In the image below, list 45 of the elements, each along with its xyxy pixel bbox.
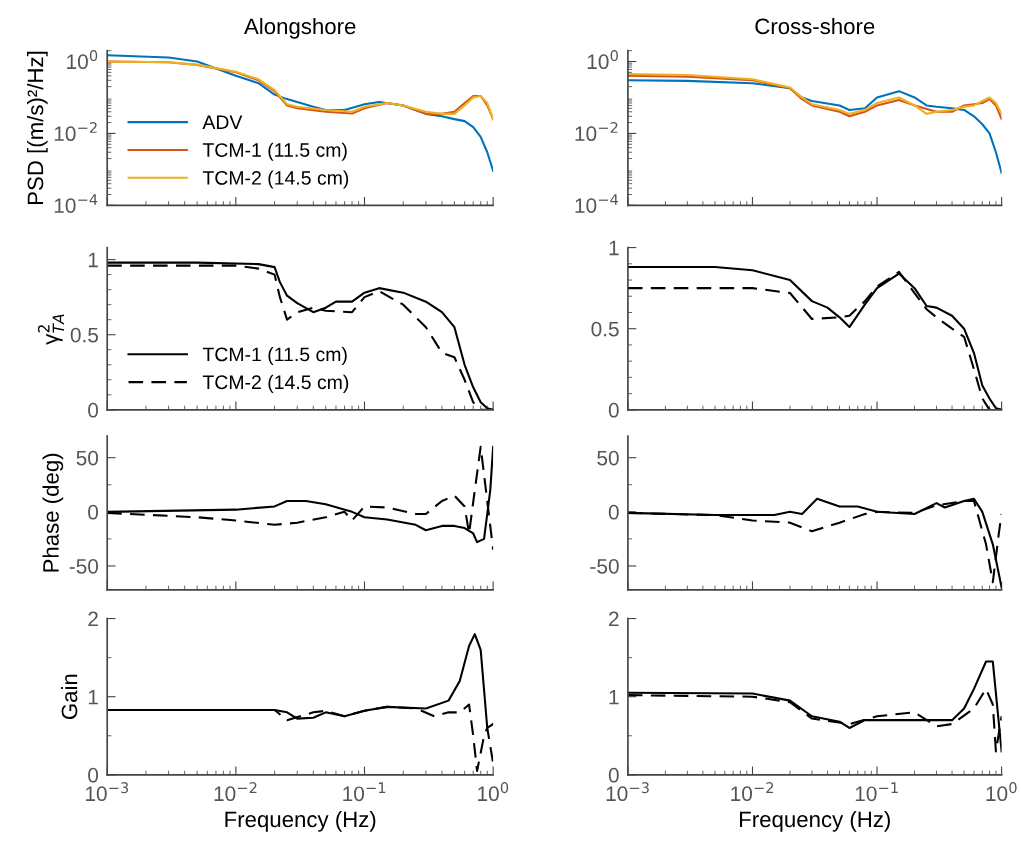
x-axis-title: Frequency (Hz) bbox=[740, 810, 890, 832]
y-tick-label: 0 bbox=[88, 767, 99, 783]
y-tick-label: 0 bbox=[608, 504, 619, 520]
y-tick-label: 1 bbox=[88, 252, 98, 268]
y-tick-label: -50 bbox=[590, 558, 619, 574]
x-tick-label: 10$^{−1}$ bbox=[343, 782, 386, 802]
y-tick-label: 10$^{−4}$ bbox=[54, 194, 98, 213]
legend-label: TCM-1 (11.5 cm) bbox=[202, 347, 347, 366]
legend-label: TCM-1 (11.5 cm) bbox=[202, 142, 347, 161]
x-axis-title: Frequency (Hz) bbox=[225, 810, 376, 832]
chart-title: Alongshore bbox=[244, 17, 356, 39]
y-tick-label: 0.5 bbox=[591, 321, 619, 337]
x-tick-label: 10$^{−3}$ bbox=[85, 782, 129, 802]
y-axis-title: PSD [(m/s)²/Hz] bbox=[26, 51, 48, 204]
y-tick-label: 0.5 bbox=[70, 327, 98, 343]
legend-label: TCM-2 (14.5 cm) bbox=[202, 170, 349, 189]
y-tick-label: 1 bbox=[609, 689, 619, 705]
y-axis-title: Gain bbox=[61, 674, 78, 720]
y-tick-label: 10$^{−2}$ bbox=[575, 122, 618, 142]
y-tick-label: 0 bbox=[608, 402, 619, 418]
legend-label: TCM-2 (14.5 cm) bbox=[202, 374, 349, 393]
y-axis-title: γ$^{2}$$_{TA}$ bbox=[37, 314, 65, 345]
y-tick-label: -50 bbox=[69, 558, 99, 574]
y-tick-label: 10$^{0}$ bbox=[587, 50, 618, 70]
y-tick-label: 10$^{0}$ bbox=[67, 50, 98, 70]
y-tick-label: 2 bbox=[88, 611, 98, 627]
y-tick-label: 50 bbox=[597, 450, 619, 466]
y-tick-label: 0 bbox=[608, 767, 619, 783]
y-tick-label: 50 bbox=[76, 450, 99, 466]
x-tick-label: 10$^{0}$ bbox=[986, 782, 1017, 802]
y-tick-label: 10$^{−4}$ bbox=[575, 194, 619, 213]
y-axis-title: Phase (deg) bbox=[42, 453, 64, 572]
x-tick-label: 10$^{−3}$ bbox=[606, 782, 649, 802]
x-tick-label: 10$^{−2}$ bbox=[214, 782, 257, 802]
y-tick-label: 10$^{−2}$ bbox=[54, 122, 97, 142]
legend-label: ADV bbox=[202, 115, 243, 129]
y-tick-label: 1 bbox=[609, 240, 619, 256]
x-tick-label: 10$^{0}$ bbox=[478, 782, 509, 802]
x-tick-label: 10$^{−2}$ bbox=[731, 782, 774, 802]
x-tick-label: 10$^{−1}$ bbox=[855, 782, 898, 802]
y-tick-label: 0 bbox=[88, 402, 99, 418]
y-tick-label: 1 bbox=[88, 689, 98, 705]
chart-title: Cross-shore bbox=[755, 17, 875, 35]
y-tick-label: 0 bbox=[88, 504, 99, 520]
y-tick-label: 2 bbox=[609, 611, 619, 627]
